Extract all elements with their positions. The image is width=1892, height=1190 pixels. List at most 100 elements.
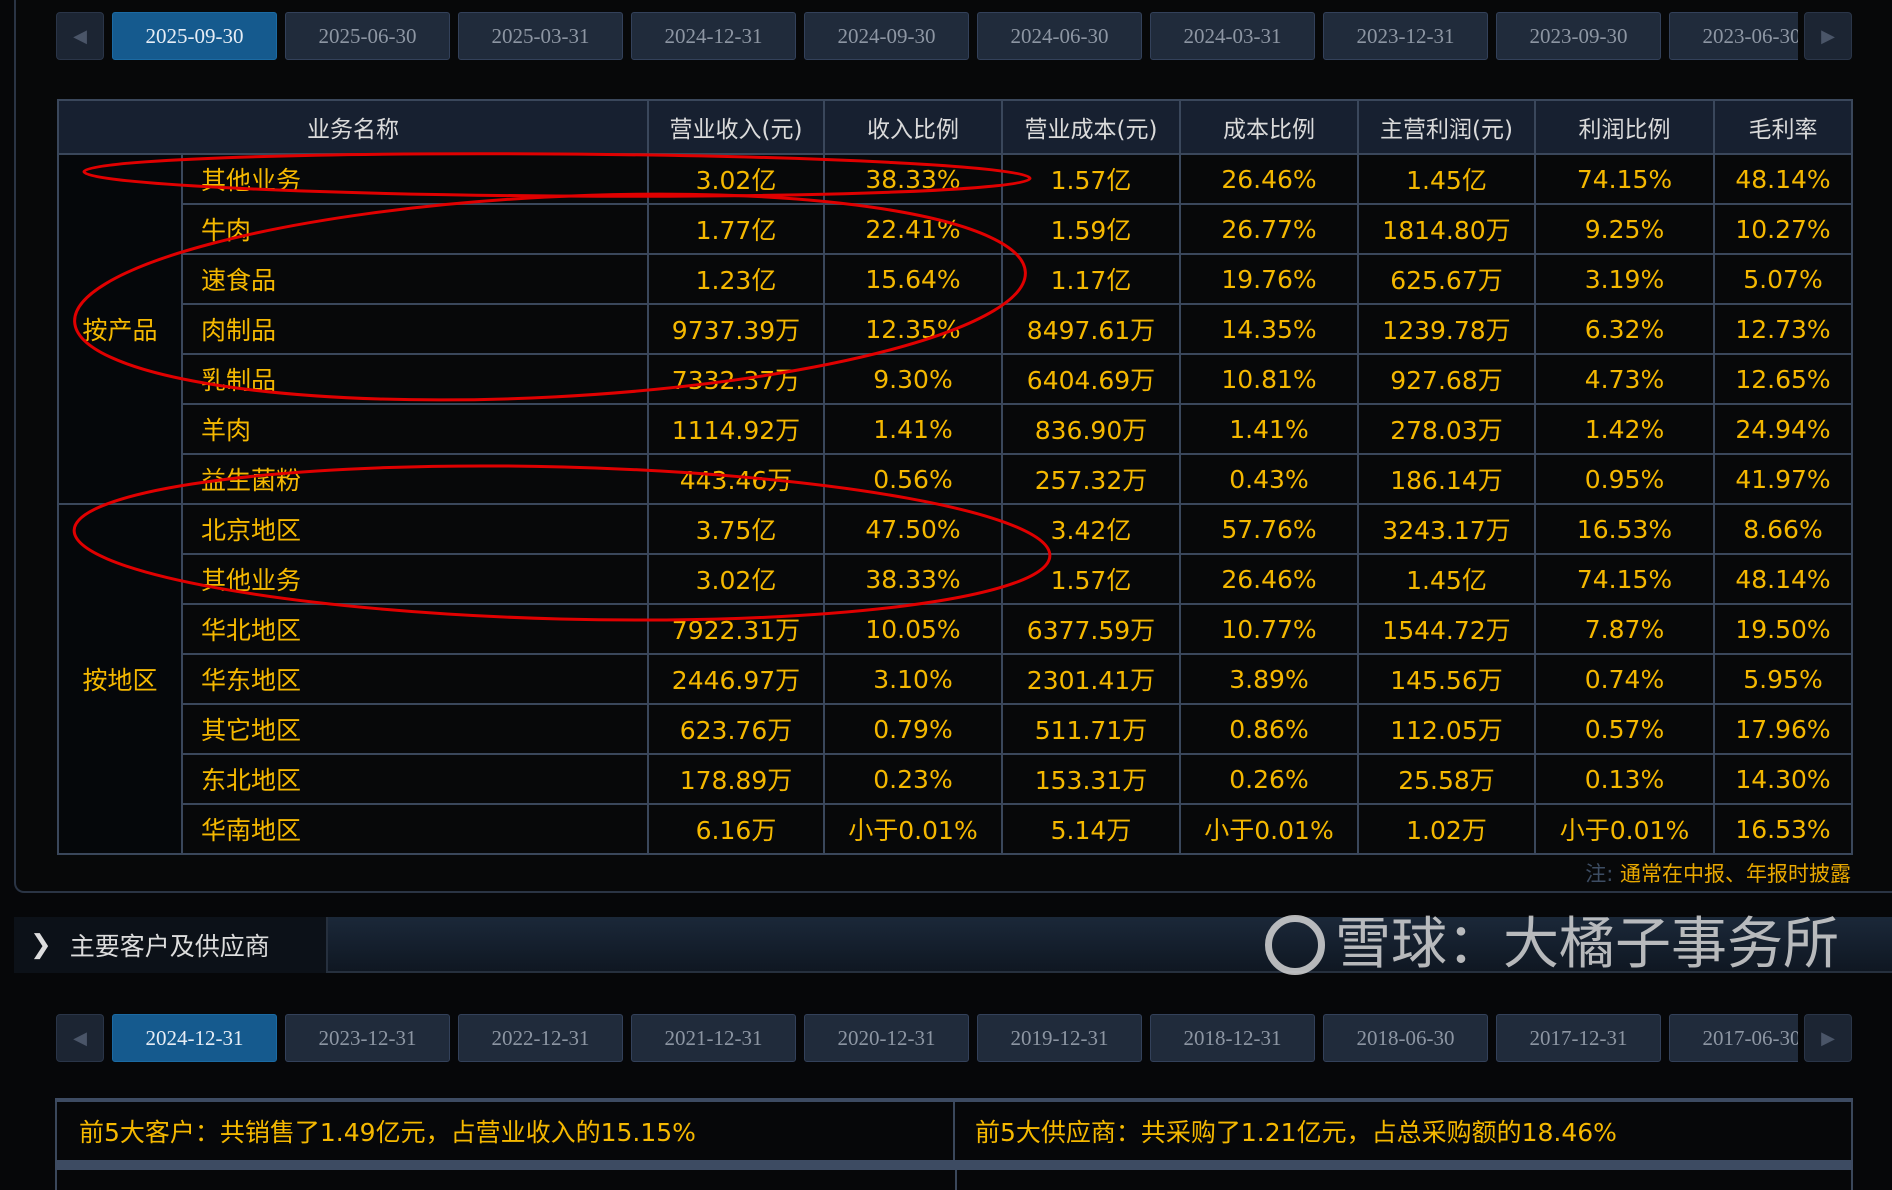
period-tabbar: ◀ 2025-09-30 2025-06-30 2025-03-31 2024-12-… bbox=[56, 12, 1852, 60]
table-header: 业务名称 营业收入(元) 收入比例 营业成本(元) 成本比例 主营利润(元) 利… bbox=[57, 99, 1853, 155]
table-cell: 74.15% bbox=[1534, 553, 1715, 605]
watermark-text: 雪球：大橘子事务所 bbox=[1335, 912, 1839, 977]
col-header: 毛利率 bbox=[1713, 99, 1853, 155]
table-row: 乳制品 7332.37万 9.30% 6404.69万 10.81% 927.68万 4.7… bbox=[58, 353, 1853, 405]
period-tab[interactable]: 2022-12-31 bbox=[458, 1014, 623, 1062]
period-tab[interactable]: 2019-12-31 bbox=[977, 1014, 1142, 1062]
period-tab[interactable]: 2018-12-31 bbox=[1150, 1014, 1315, 1062]
table-cell: 2301.41万 bbox=[1001, 653, 1181, 705]
table-cell: 41.97% bbox=[1713, 453, 1853, 505]
tabs-next-button[interactable]: ▶ bbox=[1804, 12, 1852, 60]
business-name: 速食品 bbox=[181, 253, 649, 305]
chevron-right-icon: ▶ bbox=[1821, 25, 1835, 47]
table-cell: 0.43% bbox=[1179, 453, 1359, 505]
period-tab[interactable]: 2025-09-30 bbox=[112, 12, 277, 60]
section-header: ❯ 主要客户及供应商 bbox=[14, 917, 1892, 973]
table-cell: 48.14% bbox=[1713, 153, 1853, 205]
col-divider bbox=[955, 1170, 957, 1190]
table-cell: 0.13% bbox=[1534, 753, 1715, 805]
table-cell: 0.74% bbox=[1534, 653, 1715, 705]
table-cell: 9.30% bbox=[823, 353, 1003, 405]
table-cell: 26.46% bbox=[1179, 553, 1359, 605]
period-tab[interactable]: 2025-03-31 bbox=[458, 12, 623, 60]
suppliers-summary: 前5大供应商：共采购了1.21亿元，占总采购额的18.46% bbox=[953, 1102, 1853, 1160]
customers-summary: 前5大客户：共销售了1.49亿元，占营业收入的15.15% bbox=[55, 1102, 955, 1160]
period-tab[interactable]: 2024-03-31 bbox=[1150, 12, 1315, 60]
table-cell: 10.81% bbox=[1179, 353, 1359, 405]
period-tab[interactable]: 2024-12-31 bbox=[631, 12, 796, 60]
col-header: 主营利润(元) bbox=[1357, 99, 1536, 155]
period-tab[interactable]: 2024-06-30 bbox=[977, 12, 1142, 60]
table-cell: 1.23亿 bbox=[647, 253, 825, 305]
summary-table: 前5大客户：共销售了1.49亿元，占营业收入的15.15% 前5大供应商：共采购… bbox=[55, 1098, 1853, 1190]
table-cell: 112.05万 bbox=[1357, 703, 1536, 755]
table-cell: 5.07% bbox=[1713, 253, 1853, 305]
table-cell: 0.26% bbox=[1179, 753, 1359, 805]
table-cell: 0.57% bbox=[1534, 703, 1715, 755]
period-tab[interactable]: 2023-09-30 bbox=[1496, 12, 1661, 60]
period-tab[interactable]: 2017-06-30 bbox=[1669, 1014, 1798, 1062]
business-name: 益生菌粉 bbox=[181, 453, 649, 505]
group-label: 按地区 bbox=[57, 503, 183, 855]
period-tab[interactable]: 2021-12-31 bbox=[631, 1014, 796, 1062]
table-cell: 145.56万 bbox=[1357, 653, 1536, 705]
period-tab[interactable]: 2020-12-31 bbox=[804, 1014, 969, 1062]
table-cell: 3243.17万 bbox=[1357, 503, 1536, 555]
table-cell: 74.15% bbox=[1534, 153, 1715, 205]
chevron-right-icon: ❯ bbox=[30, 930, 52, 960]
tabs-prev-button[interactable]: ◀ bbox=[56, 12, 104, 60]
period-tab[interactable]: 2023-12-31 bbox=[285, 1014, 450, 1062]
business-name: 牛肉 bbox=[181, 203, 649, 255]
table-cell: 1.59亿 bbox=[1001, 203, 1181, 255]
business-name: 其他业务 bbox=[181, 153, 649, 205]
table-cell: 19.76% bbox=[1179, 253, 1359, 305]
period-tab[interactable]: 2017-12-31 bbox=[1496, 1014, 1661, 1062]
table-cell: 7.87% bbox=[1534, 603, 1715, 655]
table-row: 其它地区 623.76万 0.79% 511.71万 0.86% 112.05万 0.57%… bbox=[58, 703, 1853, 755]
business-name: 华北地区 bbox=[181, 603, 649, 655]
period-tab[interactable]: 2023-12-31 bbox=[1323, 12, 1488, 60]
table-row: 速食品 1.23亿 15.64% 1.17亿 19.76% 625.67万 3.19% 5.0… bbox=[58, 253, 1853, 305]
table-cell: 5.14万 bbox=[1001, 803, 1181, 855]
table-cell: 4.73% bbox=[1534, 353, 1715, 405]
table-cell: 836.90万 bbox=[1001, 403, 1181, 455]
table-cell: 1.02万 bbox=[1357, 803, 1536, 855]
period-tab[interactable]: 2018-06-30 bbox=[1323, 1014, 1488, 1062]
next-row bbox=[55, 1170, 1853, 1190]
table-cell: 6.32% bbox=[1534, 303, 1715, 355]
table-cell: 3.02亿 bbox=[647, 153, 825, 205]
business-name: 华南地区 bbox=[181, 803, 649, 855]
table-cell: 小于0.01% bbox=[1179, 803, 1359, 855]
chevron-right-icon: ▶ bbox=[1821, 1027, 1835, 1049]
period-tab[interactable]: 2023-06-30 bbox=[1669, 12, 1798, 60]
business-table: 业务名称 营业收入(元) 收入比例 营业成本(元) 成本比例 主营利润(元) 利… bbox=[57, 99, 1853, 855]
table-cell: 1114.92万 bbox=[647, 403, 825, 455]
table-row: 益生菌粉 443.46万 0.56% 257.32万 0.43% 186.14万 0.95%… bbox=[58, 453, 1853, 505]
table-cell: 小于0.01% bbox=[1534, 803, 1715, 855]
tabs-prev-button[interactable]: ◀ bbox=[56, 1014, 104, 1062]
table-cell: 6404.69万 bbox=[1001, 353, 1181, 405]
table-cell: 48.14% bbox=[1713, 553, 1853, 605]
table-cell: 1.41% bbox=[823, 403, 1003, 455]
chevron-left-icon: ◀ bbox=[73, 25, 87, 47]
business-name: 东北地区 bbox=[181, 753, 649, 805]
table-cell: 927.68万 bbox=[1357, 353, 1536, 405]
table-cell: 小于0.01% bbox=[823, 803, 1003, 855]
table-cell: 3.42亿 bbox=[1001, 503, 1181, 555]
section-title-tab[interactable]: ❯ 主要客户及供应商 bbox=[14, 917, 328, 973]
table-cell: 1.17亿 bbox=[1001, 253, 1181, 305]
col-header: 利润比例 bbox=[1534, 99, 1715, 155]
table-cell: 5.95% bbox=[1713, 653, 1853, 705]
period-tab[interactable]: 2024-09-30 bbox=[804, 12, 969, 60]
table-cell: 278.03万 bbox=[1357, 403, 1536, 455]
table-cell: 0.23% bbox=[823, 753, 1003, 805]
table-cell: 1.77亿 bbox=[647, 203, 825, 255]
note-text: 通常在中报、年报时披露 bbox=[1620, 862, 1851, 886]
period-tab[interactable]: 2024-12-31 bbox=[112, 1014, 277, 1062]
table-cell: 0.95% bbox=[1534, 453, 1715, 505]
period-tabs: 2024-12-31 2023-12-31 2022-12-31 2021-12-31… bbox=[112, 1014, 1798, 1062]
tabs-next-button[interactable]: ▶ bbox=[1804, 1014, 1852, 1062]
business-name: 其它地区 bbox=[181, 703, 649, 755]
period-tab[interactable]: 2025-06-30 bbox=[285, 12, 450, 60]
table-row: 其他业务 3.02亿 38.33% 1.57亿 26.46% 1.45亿 74.15% 48.… bbox=[58, 553, 1853, 605]
